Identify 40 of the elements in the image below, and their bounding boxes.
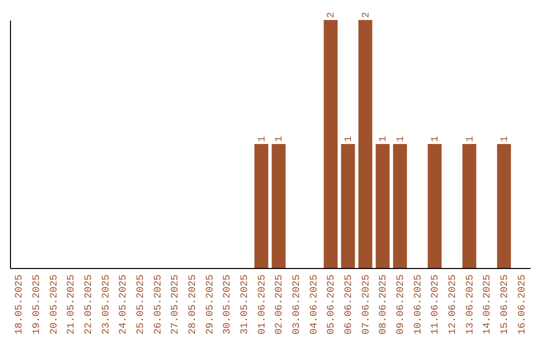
- x-tick-label: 14.06.2025: [482, 274, 494, 335]
- x-tick-label: 06.06.2025: [344, 274, 355, 335]
- x-tick-label: 10.06.2025: [413, 274, 424, 335]
- x-tick-label: 19.05.2025: [32, 274, 43, 335]
- x-tick-label: 28.05.2025: [188, 274, 199, 335]
- x-tick-label: 04.06.2025: [309, 274, 320, 335]
- x-tick-label: 21.05.2025: [66, 274, 78, 335]
- x-tick-label: 30.05.2025: [222, 274, 234, 335]
- x-tick-label: 20.05.2025: [49, 274, 60, 335]
- x-tick-label: 25.05.2025: [136, 274, 147, 335]
- x-tick-label: 26.05.2025: [153, 274, 164, 335]
- x-tick-label: 31.05.2025: [240, 274, 251, 335]
- data-label: 1: [430, 136, 442, 142]
- x-tick-label: 18.05.2025: [14, 274, 26, 335]
- data-label: 2: [361, 12, 372, 18]
- x-tick-label: 22.05.2025: [84, 274, 95, 335]
- x-tick-label: 03.06.2025: [292, 274, 303, 335]
- x-tick-label: 07.06.2025: [361, 274, 372, 335]
- data-label: 2: [326, 12, 338, 18]
- x-tick-label: 09.06.2025: [396, 274, 407, 335]
- x-tick-label: 13.06.2025: [465, 274, 476, 335]
- x-tick-label: 23.05.2025: [101, 274, 112, 335]
- x-tick-label: 12.06.2025: [448, 274, 459, 335]
- x-tick-label: 27.05.2025: [170, 274, 182, 335]
- x-tick-label: 02.06.2025: [274, 274, 286, 335]
- x-tick-label: 15.06.2025: [500, 274, 511, 335]
- data-label: 1: [465, 136, 476, 142]
- data-label: 1: [378, 136, 390, 142]
- x-tick-label: 29.05.2025: [205, 274, 216, 335]
- data-label: 1: [274, 136, 286, 142]
- x-tick-label: 05.06.2025: [326, 274, 338, 335]
- x-tick-label: 16.06.2025: [517, 274, 528, 335]
- data-label: 1: [396, 136, 407, 142]
- data-label: 1: [500, 136, 511, 142]
- data-label: 1: [344, 136, 355, 142]
- x-tick-label: 08.06.2025: [378, 274, 390, 335]
- x-tick-label: 24.05.2025: [118, 274, 130, 335]
- x-tick-label: 01.06.2025: [257, 274, 268, 335]
- data-label: 1: [257, 136, 268, 142]
- x-tick-label: 11.06.2025: [430, 274, 442, 335]
